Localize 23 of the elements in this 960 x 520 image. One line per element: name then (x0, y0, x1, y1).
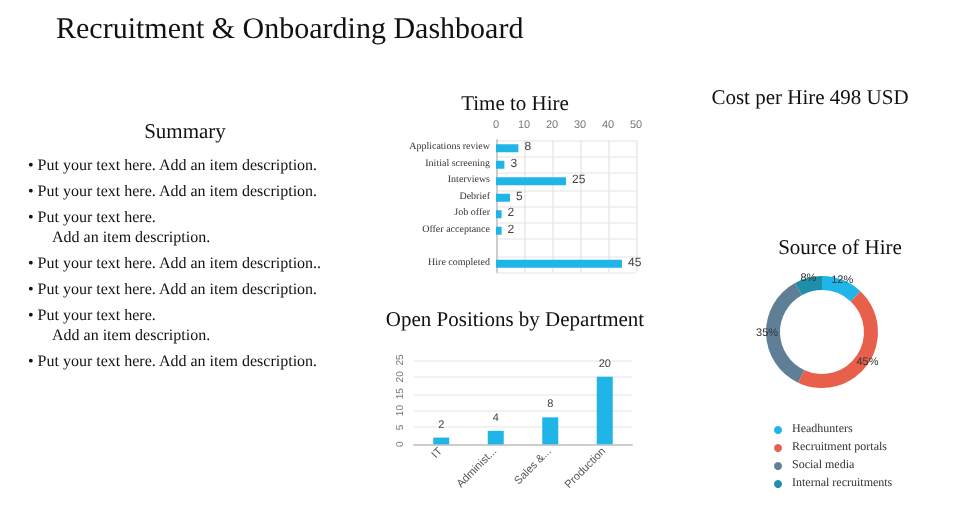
bar (496, 160, 505, 169)
bar (496, 193, 510, 202)
bar (496, 210, 502, 219)
text: Summary (142, 120, 228, 144)
text: • Put your text here. Add an item description. (28, 306, 213, 346)
bar (496, 144, 519, 153)
bar (596, 376, 613, 445)
chart-title: Time to Hire (461, 94, 570, 116)
bar (496, 259, 622, 268)
bar (496, 177, 566, 186)
text: • Put your text here. Add an item description. (28, 182, 320, 202)
text: • Put your text here. Add an item description. (28, 208, 213, 248)
chart-title: Open Positions by Department (385, 310, 645, 332)
chart-title: Source of Hire (778, 238, 903, 260)
bar (487, 430, 504, 445)
text: • Put your text here. Add an item description.. (28, 254, 324, 274)
text: • Put your text here. Add an item description. (28, 156, 320, 176)
text: Recruitment & Onboarding Dashboard (54, 12, 526, 48)
text: • Put your text here. Add an item description. (28, 352, 320, 372)
bar (542, 417, 559, 445)
text: Cost per Hire 498 USD (709, 86, 911, 110)
text: • Put your text here. Add an item description. (28, 280, 320, 300)
bar (496, 226, 502, 235)
